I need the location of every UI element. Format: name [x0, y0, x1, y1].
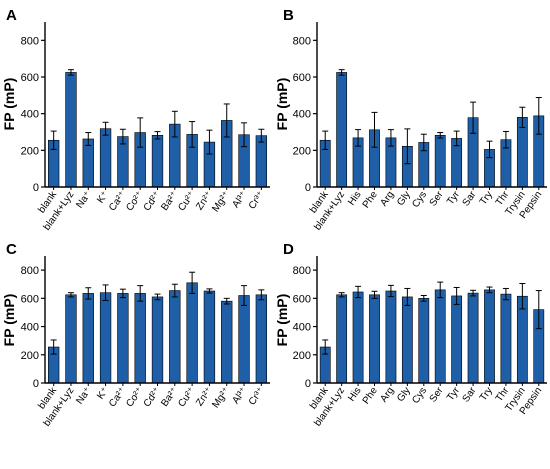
- x-tick-label: Na⁺: [74, 189, 93, 210]
- bar: [401, 296, 413, 384]
- x-tick-label: Cys: [410, 385, 429, 405]
- bar: [484, 289, 495, 384]
- bar: [151, 135, 164, 188]
- y-tick-label: 0: [33, 378, 39, 390]
- bar: [82, 138, 94, 188]
- bar: [65, 294, 77, 384]
- y-tick-label: 600: [293, 72, 311, 84]
- y-axis-title: FP (mP): [274, 78, 290, 131]
- y-axis-title: FP (mP): [1, 294, 17, 347]
- y-tick-label: 400: [293, 109, 311, 121]
- x-tick-label: Ser: [428, 385, 446, 405]
- y-tick-label: 400: [293, 322, 311, 334]
- bar: [336, 72, 348, 188]
- x-tick-label: Cu²⁺: [176, 189, 197, 213]
- y-axis-title: FP (mP): [274, 294, 290, 347]
- panel-letter: A: [6, 7, 17, 24]
- x-tick-label: Mg²⁺: [210, 385, 232, 410]
- y-tick-label: 600: [21, 293, 39, 305]
- x-tick-label: Mg²⁺: [210, 189, 232, 214]
- bar: [352, 291, 364, 384]
- bar: [451, 295, 463, 384]
- y-tick-label: 800: [21, 35, 39, 47]
- x-tick-label: Cd²⁺: [142, 385, 163, 409]
- y-tick-label: 600: [21, 72, 39, 84]
- y-tick-label: 800: [21, 265, 39, 277]
- y-tick-label: 400: [21, 109, 39, 121]
- y-tick-label: 800: [293, 265, 311, 277]
- x-tick-label: Arg: [378, 189, 396, 208]
- bar: [434, 289, 446, 384]
- x-tick-label: Gly: [395, 189, 413, 208]
- bar: [369, 294, 380, 384]
- bar: [418, 298, 430, 384]
- x-tick-label: Cys: [410, 189, 429, 209]
- bar: [134, 293, 146, 384]
- bar: [336, 294, 348, 384]
- x-tick-label: Cu²⁺: [176, 385, 197, 409]
- panel-letter: B: [283, 7, 294, 24]
- y-tick-label: 200: [293, 145, 311, 157]
- bar: [169, 290, 181, 384]
- x-tick-label: Ca²⁺: [107, 385, 128, 409]
- x-tick-label: Cr³⁺: [247, 385, 267, 407]
- bar: [151, 296, 164, 384]
- y-tick-label: 200: [21, 350, 39, 362]
- y-tick-label: 200: [21, 145, 39, 157]
- y-tick-label: 800: [293, 35, 311, 47]
- bar: [434, 135, 446, 188]
- x-tick-label: Cr³⁺: [247, 189, 267, 211]
- x-tick-label: Cd²⁺: [142, 189, 163, 213]
- x-tick-label: Phe: [361, 189, 380, 210]
- x-tick-label: Tyr: [445, 385, 462, 403]
- x-tick-label: Try: [478, 385, 495, 403]
- y-tick-label: 200: [293, 350, 311, 362]
- bar: [467, 292, 479, 384]
- y-tick-label: 0: [33, 182, 39, 194]
- panel-letter: C: [6, 241, 17, 258]
- bar: [221, 300, 233, 384]
- x-tick-label: Gly: [395, 385, 413, 404]
- x-tick-label: Co²⁺: [124, 385, 145, 409]
- y-tick-label: 0: [305, 378, 311, 390]
- y-tick-label: 600: [293, 293, 311, 305]
- bar: [99, 292, 112, 384]
- y-tick-label: 400: [21, 322, 39, 334]
- x-tick-label: Co²⁺: [124, 189, 145, 213]
- x-tick-label: Phe: [361, 385, 380, 406]
- y-axis-title: FP (mP): [1, 78, 17, 131]
- x-tick-label: Try: [478, 189, 495, 207]
- x-tick-label: Ba²⁺: [159, 385, 180, 408]
- bar: [82, 293, 94, 384]
- x-tick-label: Ser: [428, 189, 446, 209]
- y-tick-label: 0: [305, 182, 311, 194]
- bar: [385, 290, 397, 384]
- bar: [255, 294, 268, 384]
- bar: [203, 290, 216, 384]
- bar: [99, 128, 112, 188]
- bar: [238, 295, 250, 384]
- x-tick-label: Ba²⁺: [159, 189, 180, 212]
- x-tick-label: Na⁺: [74, 385, 93, 406]
- x-tick-label: Sar: [461, 189, 479, 209]
- bar: [65, 72, 77, 188]
- x-tick-label: Arg: [378, 385, 396, 404]
- x-tick-label: Al³⁺: [230, 189, 249, 210]
- bar: [117, 293, 129, 384]
- panel-letter: D: [283, 241, 294, 258]
- x-tick-label: Sar: [461, 385, 479, 405]
- x-tick-label: Ca²⁺: [107, 189, 128, 213]
- x-tick-label: Tyr: [445, 189, 462, 207]
- bar: [500, 293, 512, 384]
- x-tick-label: Al³⁺: [230, 385, 249, 406]
- bar: [186, 282, 198, 384]
- bar: [255, 135, 268, 188]
